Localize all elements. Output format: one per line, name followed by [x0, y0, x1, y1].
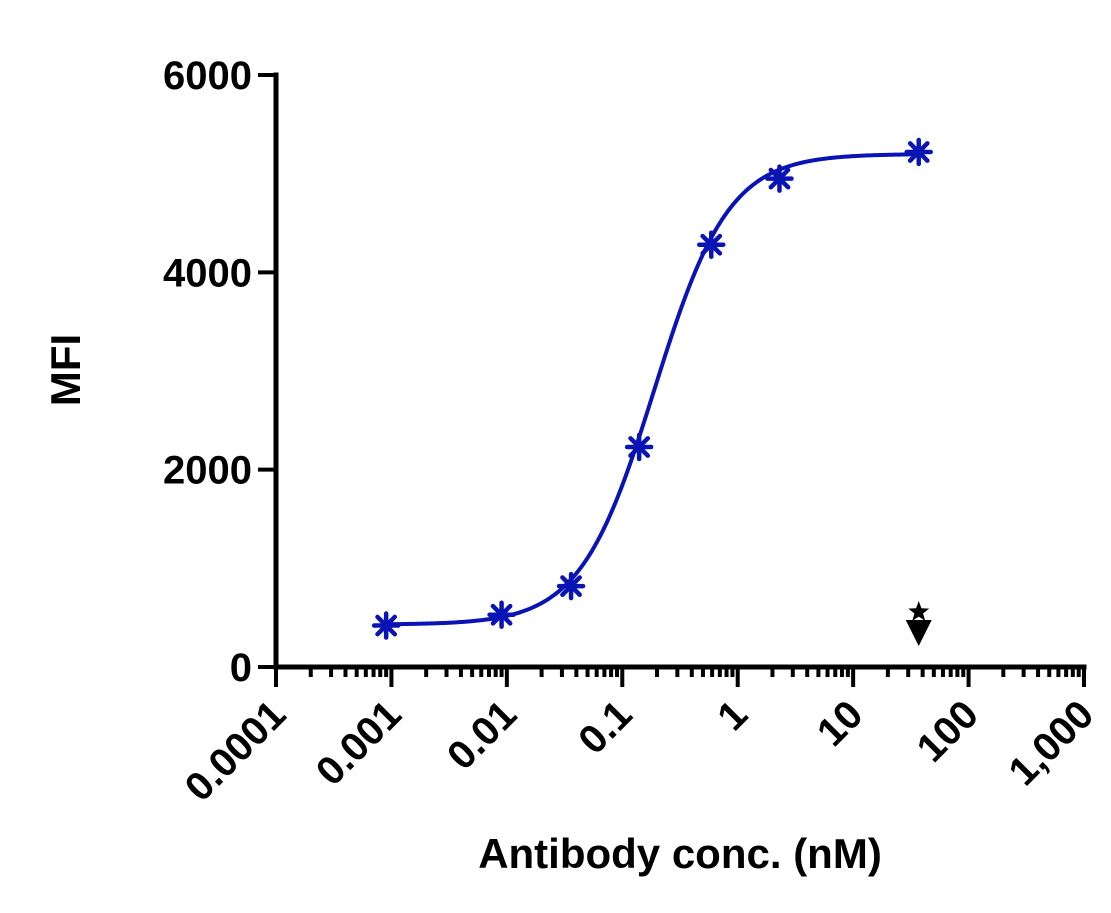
- data-point: [624, 432, 654, 462]
- data-point: [904, 137, 933, 167]
- y-tick-label: 0: [230, 646, 252, 690]
- x-tick-label: 1,000: [1000, 692, 1102, 794]
- y-tick-label: 6000: [163, 54, 252, 98]
- x-axis-title: Antibody conc. (nM): [478, 830, 882, 877]
- axes: [273, 72, 1087, 670]
- y-axis-title: MFI: [42, 334, 89, 406]
- x-tick-label: 1: [709, 692, 756, 739]
- x-tick-label: 0.0001: [177, 692, 295, 810]
- fit-curve-layer: [386, 152, 919, 627]
- y-tick-label: 2000: [163, 449, 252, 493]
- down-arrow-icon: [905, 620, 932, 646]
- data-point: [487, 600, 516, 629]
- y-tick-label: 4000: [163, 251, 252, 295]
- x-tick-label: 0.01: [439, 692, 525, 778]
- x-tick-label: 0.1: [570, 692, 640, 762]
- data-point: [697, 230, 726, 259]
- fit-curve: [386, 152, 919, 627]
- data-point: [556, 571, 586, 601]
- x-tick-label: 0.001: [308, 692, 410, 794]
- star-icon: [908, 601, 930, 621]
- annotations: [905, 601, 932, 646]
- ticks: 0 2000 4000 6000 0.0001 0.001 0.01 0.1 1 10 100 1,0…: [163, 54, 1102, 810]
- data-point: [371, 611, 401, 640]
- x-tick-label: 100: [909, 692, 987, 770]
- data-point: [765, 164, 794, 193]
- data-points: [371, 137, 933, 640]
- star-arrow-marker: [905, 601, 932, 646]
- x-tick-label: 10: [809, 692, 872, 755]
